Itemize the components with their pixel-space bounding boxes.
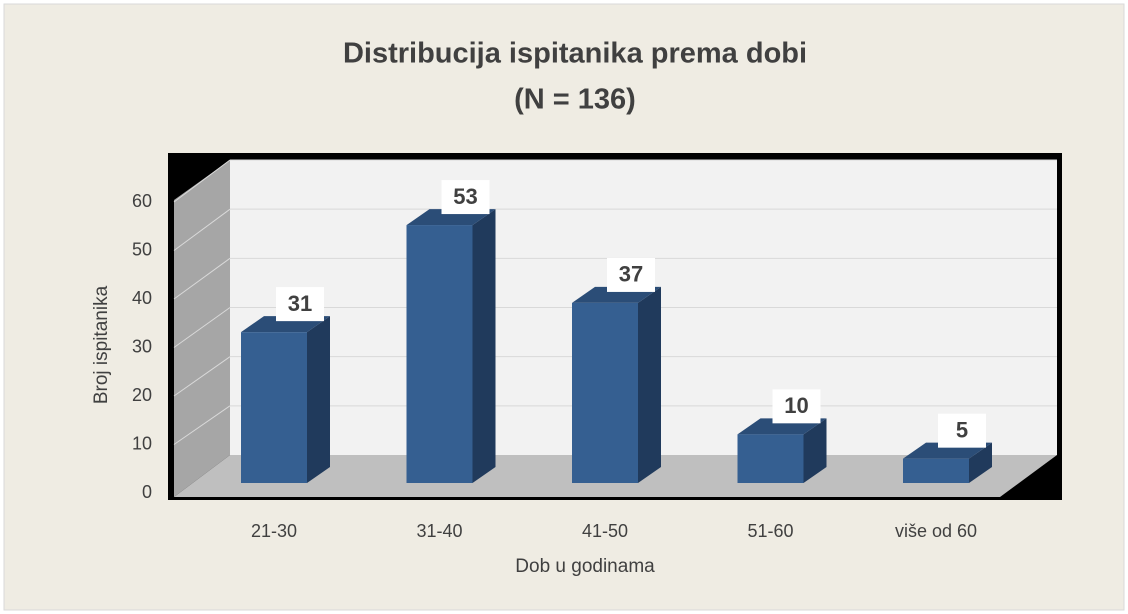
- value-label-box: [607, 257, 655, 292]
- grid-line: [173, 356, 231, 397]
- x-tick-label: 21-30: [251, 521, 297, 541]
- bar-side: [638, 286, 661, 483]
- y-tick-label: 60: [132, 191, 152, 211]
- bar-side: [803, 418, 827, 483]
- bar: [406, 225, 473, 484]
- chart-subtitle: (N = 136): [514, 84, 636, 116]
- x-tick-label: 41-50: [582, 521, 628, 541]
- side-wall: [174, 160, 230, 497]
- y-tick-label: 10: [132, 433, 152, 453]
- value-label: 31: [288, 291, 312, 316]
- x-axis-label: Dob u godinama: [515, 556, 655, 577]
- bar-side: [969, 442, 992, 483]
- y-tick-label: 20: [132, 385, 152, 405]
- grid-line: [173, 159, 231, 203]
- bar: [737, 434, 804, 483]
- chart-title: Distribucija ispitanika prema dobi: [343, 38, 807, 70]
- value-label: 37: [619, 262, 643, 287]
- bar-side: [307, 316, 330, 483]
- y-tick-label: 40: [132, 288, 152, 308]
- bar: [241, 332, 307, 483]
- value-label-box: [441, 180, 490, 215]
- value-label-box: [772, 389, 821, 424]
- bar: [572, 302, 638, 483]
- value-label: 5: [956, 417, 968, 442]
- x-tick-label: 31-40: [416, 521, 462, 541]
- value-label: 53: [453, 184, 477, 209]
- y-axis-label: Broj ispitanika: [91, 285, 112, 404]
- y-tick-label: 30: [132, 336, 152, 356]
- bar: [903, 458, 969, 483]
- y-tick-label: 0: [142, 482, 152, 502]
- value-label-box: [276, 287, 324, 322]
- value-label: 10: [784, 393, 808, 418]
- x-tick-label: više od 60: [895, 521, 977, 541]
- grid-line: [173, 257, 231, 300]
- y-tick-label: 50: [132, 239, 152, 259]
- x-tick-label: 51-60: [747, 521, 793, 541]
- grid-line: [173, 307, 231, 348]
- bar-side: [472, 209, 496, 484]
- value-label-box: [938, 413, 986, 448]
- grid-line: [173, 208, 231, 251]
- grid-line: [173, 405, 231, 445]
